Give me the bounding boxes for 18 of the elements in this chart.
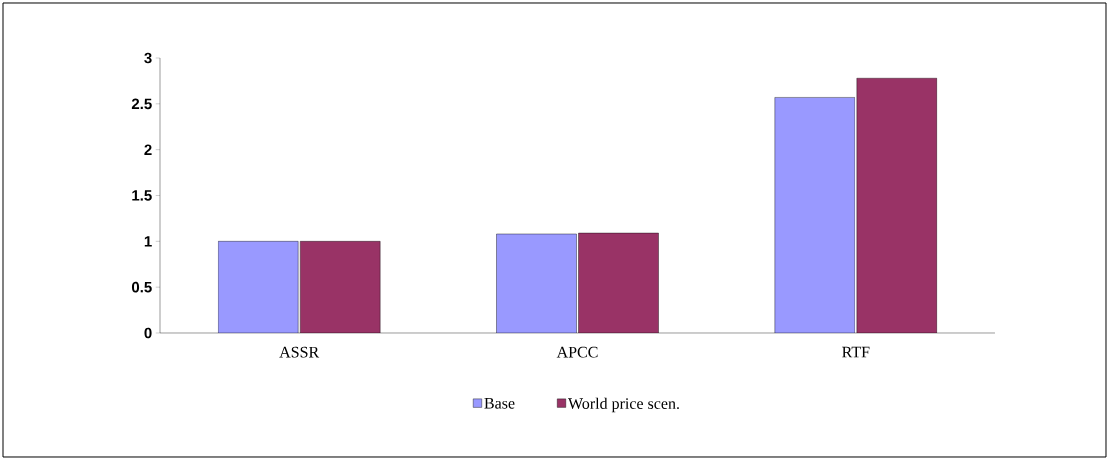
legend-label: Base — [484, 398, 515, 409]
y-tick-label: 1.5 — [132, 190, 152, 201]
y-tick-label: 2.5 — [131, 98, 152, 110]
bar — [300, 241, 381, 333]
bar — [218, 241, 299, 333]
bar — [578, 233, 659, 333]
bar — [496, 233, 577, 333]
bar — [856, 77, 938, 333]
bar — [774, 97, 856, 333]
legend-label: World price scen. — [568, 397, 679, 413]
y-tick-label: 0 — [144, 327, 152, 339]
y-tick-label: 0.5 — [131, 281, 152, 293]
y-tick-label: 2 — [144, 144, 152, 155]
x-tick-label: ASSR — [279, 346, 320, 358]
x-tick-label: RTF — [842, 346, 870, 358]
y-tick-label: 3 — [144, 52, 152, 64]
y-tick-label: 1 — [144, 236, 152, 247]
x-tick-label: APCC — [556, 346, 598, 358]
